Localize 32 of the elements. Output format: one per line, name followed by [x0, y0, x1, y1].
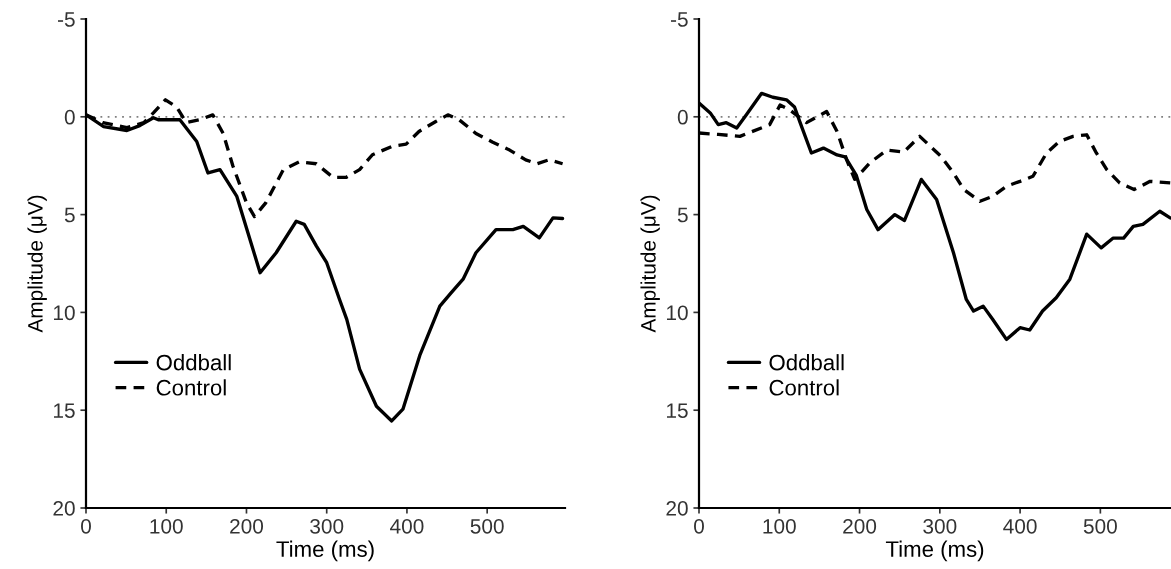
y-tick-label: 20: [53, 501, 75, 516]
x-tick-label: 200: [230, 518, 264, 534]
x-tick-label: 500: [470, 518, 504, 534]
x-tick-label: 300: [310, 518, 344, 534]
x-axis-title: Time (ms): [885, 540, 984, 562]
x-tick-label: 100: [150, 518, 183, 534]
x-tick-label: 0: [81, 518, 91, 534]
x-tick-label: 400: [390, 518, 424, 534]
y-axis-title: Amplitude (μV): [27, 195, 47, 333]
y-tick-label: 5: [64, 207, 75, 223]
legend-label: Oddball: [156, 354, 231, 371]
x-axis-title: Time (ms): [276, 540, 374, 562]
x-tick-label: 0: [694, 518, 704, 534]
y-tick-label: 0: [64, 109, 75, 125]
y-tick-label: 10: [667, 305, 688, 321]
y-tick-label: 0: [677, 109, 688, 125]
x-tick-label: 100: [763, 518, 796, 534]
y-tick-label: 20: [666, 501, 688, 516]
y-tick-label: 10: [54, 305, 75, 321]
y-tick-label: 15: [667, 403, 688, 418]
legend-label: Oddball: [769, 354, 844, 371]
x-tick-label: 500: [1083, 518, 1117, 534]
y-axis-title: Amplitude (μV): [640, 195, 660, 333]
x-tick-label: 300: [923, 518, 957, 534]
legend-label: Control: [769, 379, 839, 396]
y-tick-label: -5: [670, 12, 688, 27]
y-tick-label: 5: [677, 207, 688, 223]
x-tick-label: 400: [1003, 518, 1037, 534]
y-tick-label: 15: [54, 403, 75, 418]
legend-label: Control: [156, 379, 226, 396]
y-tick-label: -5: [57, 12, 75, 27]
x-tick-label: 200: [843, 518, 877, 534]
